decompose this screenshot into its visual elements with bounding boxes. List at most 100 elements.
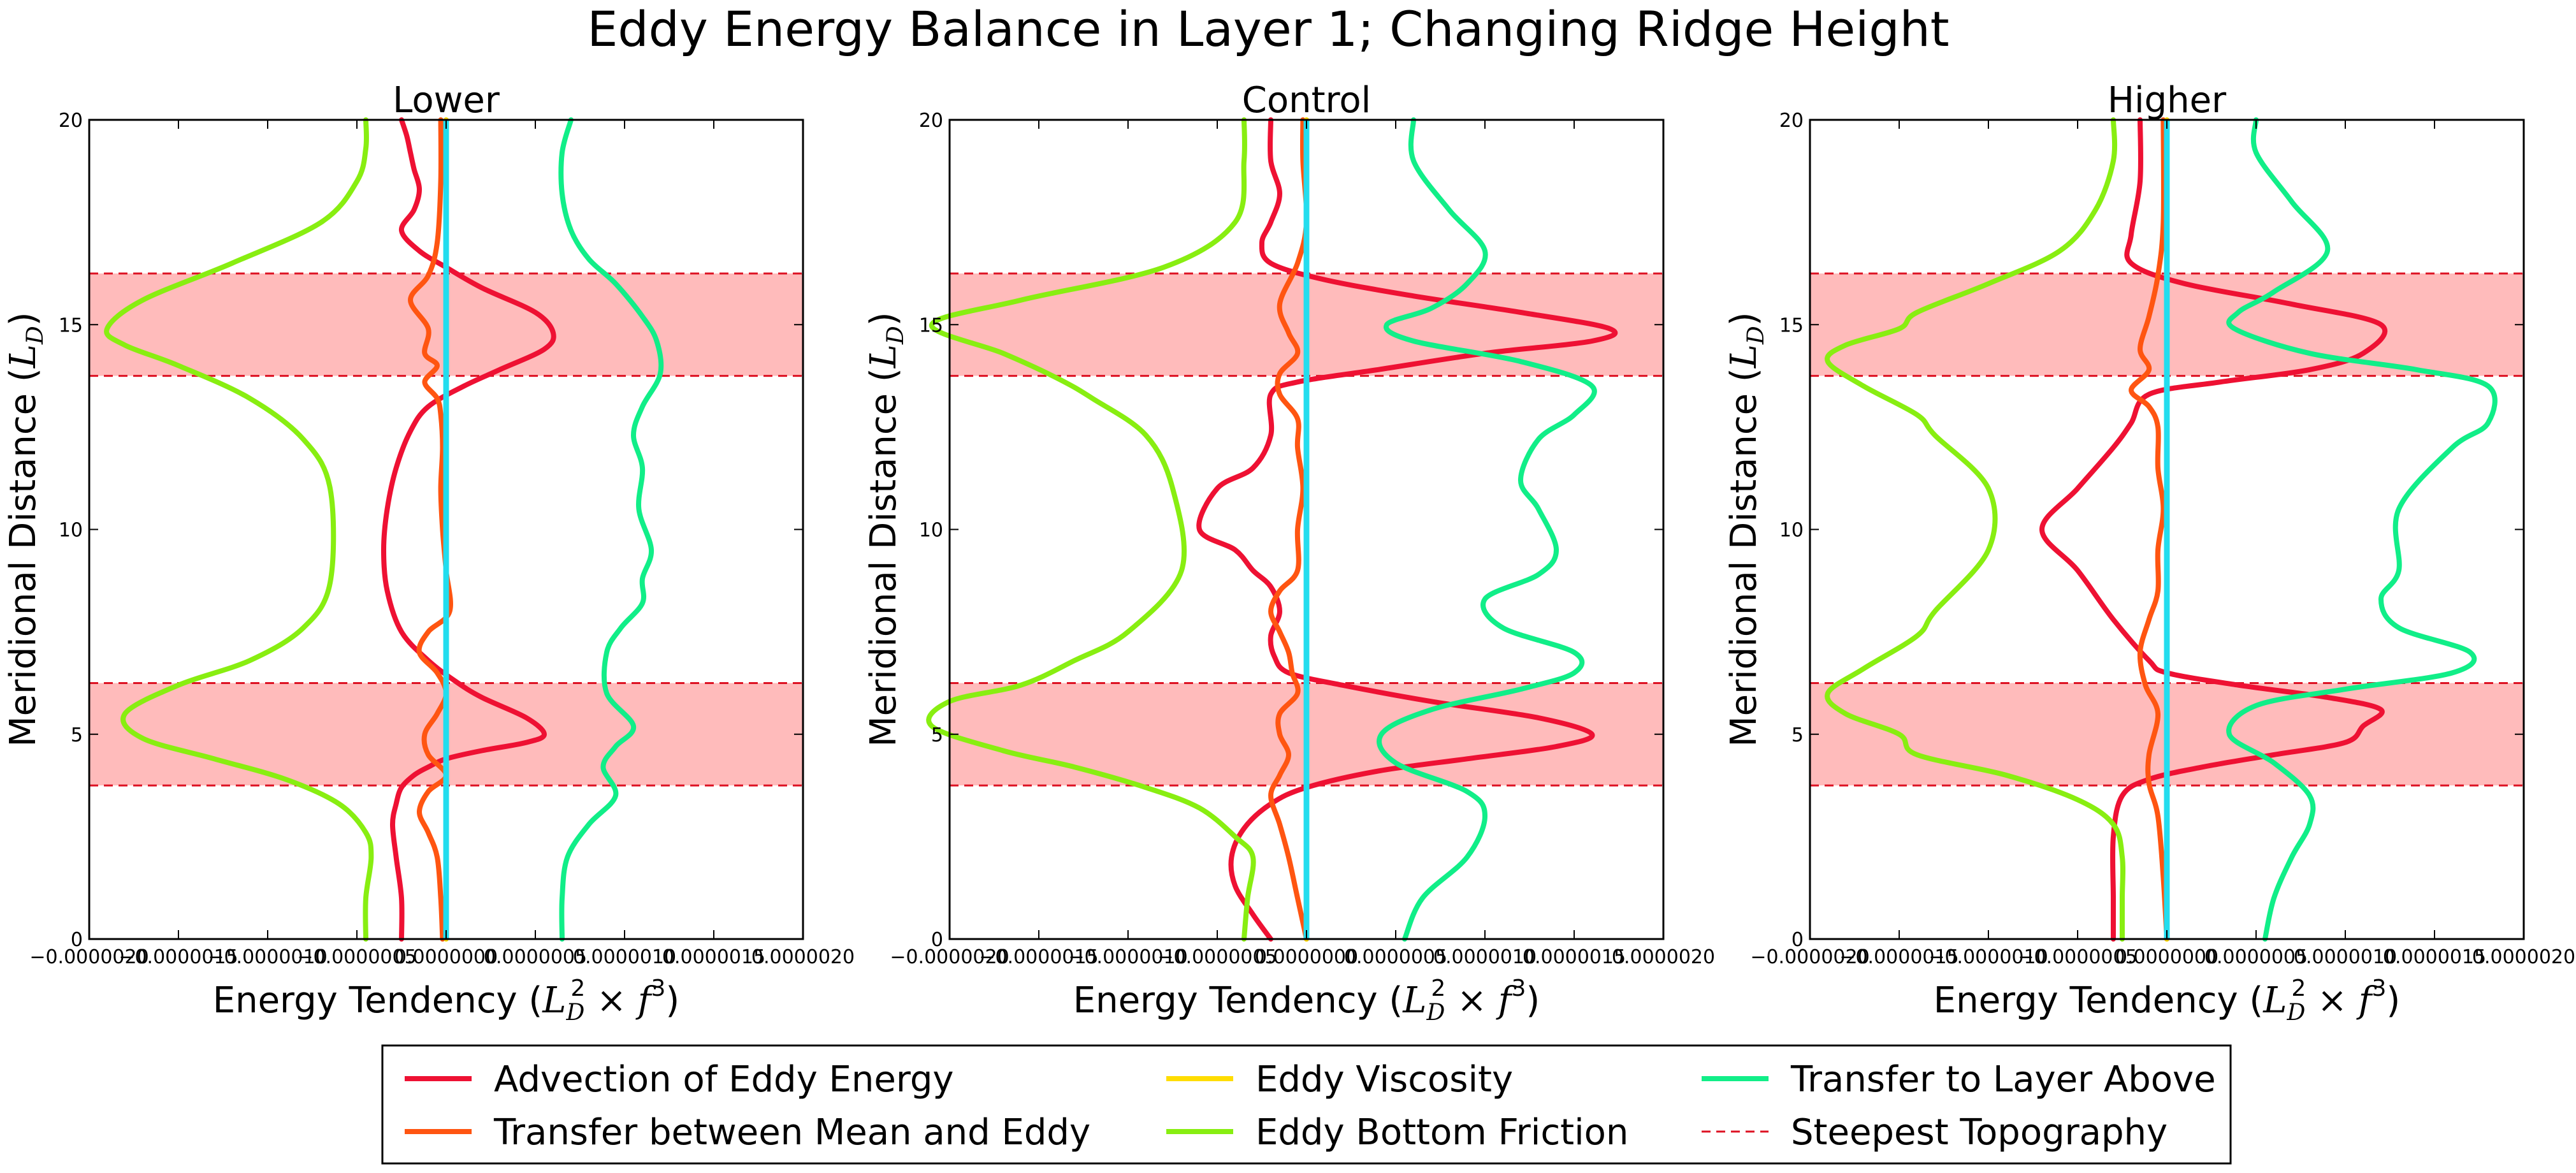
x-tick-label: 0.0000015	[1523, 946, 1626, 968]
y-tick-label: 15	[59, 314, 83, 337]
y-axis-label-subscript: D	[883, 326, 909, 345]
x-tick-label: 0.0000020	[751, 946, 855, 968]
legend-entry-transfer-to-layer-above: Transfer to Layer Above	[1702, 1059, 2216, 1100]
subplot-control: −0.0000020−0.0000015−0.0000010−0.0000005…	[863, 80, 1715, 1026]
y-axis-label: Meridional Distance (LD)	[1723, 312, 1769, 747]
y-axis-label-symbol: L	[3, 344, 44, 368]
x-axis-label-text: )	[2386, 980, 2400, 1021]
y-tick-label: 20	[1779, 110, 1804, 132]
legend-label: Steepest Topography	[1791, 1112, 2167, 1153]
y-tick-label: 10	[59, 520, 83, 542]
x-axis-label-subscript: D	[1426, 1000, 1445, 1026]
legend-label: Eddy Bottom Friction	[1255, 1112, 1628, 1153]
x-tick-label: −0.0000005	[2018, 946, 2137, 968]
y-axis-label-text: Meridional Distance (	[1723, 368, 1765, 747]
y-axis-label-symbol: L	[863, 344, 904, 368]
x-axis-label-symbol: L	[542, 980, 566, 1021]
y-axis-label-text: Meridional Distance (	[863, 368, 904, 747]
subplots: −0.0000020−0.0000015−0.0000010−0.0000005…	[3, 80, 2575, 1026]
x-tick-label: 0.0000010	[2294, 946, 2397, 968]
x-tick-label: −0.0000015	[119, 946, 238, 968]
legend-label: Eddy Viscosity	[1255, 1059, 1513, 1100]
y-tick-label: 15	[1779, 314, 1804, 337]
legend-entry-eddy-bottom-friction: Eddy Bottom Friction	[1166, 1112, 1628, 1153]
x-tick-label: 0.0000010	[573, 946, 676, 968]
series-advection-of-eddy-energy	[2039, 117, 2388, 942]
x-axis-label-subscript: D	[565, 1000, 584, 1026]
x-axis-label-text: )	[665, 980, 679, 1021]
x-axis-label-symbol: ×	[585, 980, 638, 1021]
y-axis-label-text: )	[863, 312, 904, 326]
x-axis-label-subscript: D	[2286, 1000, 2305, 1026]
y-tick-label: 20	[59, 110, 83, 132]
subplot-title: Lower	[393, 80, 500, 121]
x-axis-label-text: )	[1526, 980, 1540, 1021]
x-tick-label: −0.0000010	[1928, 946, 2048, 968]
x-tick-label: 0.0000000	[1255, 946, 1358, 968]
y-axis-label-subscript: D	[1743, 326, 1769, 345]
x-axis-label-superscript: 3	[2372, 975, 2387, 1002]
x-tick-label: 0.0000010	[1433, 946, 1537, 968]
figure-title: Eddy Energy Balance in Layer 1; Changing…	[587, 1, 1949, 57]
x-axis-label-text: Energy Tendency (	[1934, 980, 2264, 1021]
series-advection-of-eddy-energy	[381, 117, 556, 942]
legend-label: Advection of Eddy Energy	[494, 1059, 954, 1100]
x-tick-label: −0.0000020	[1750, 946, 1869, 968]
series-transfer-to-layer-above	[1377, 117, 1597, 942]
x-axis-label-superscript: 2	[570, 975, 585, 1002]
x-tick-label: −0.0000015	[1839, 946, 1958, 968]
series-eddy-bottom-friction	[1825, 117, 2126, 942]
x-tick-label: −0.0000010	[208, 946, 327, 968]
legend: Advection of Eddy Energy Transfer between…	[381, 1044, 2232, 1165]
x-tick-label: 0.0000020	[1612, 946, 1715, 968]
series-eddy-bottom-friction	[926, 117, 1256, 942]
y-tick-label: 0	[931, 929, 943, 951]
legend-entry-eddy-viscosity: Eddy Viscosity	[1166, 1059, 1513, 1100]
x-tick-label: −0.0000005	[297, 946, 416, 968]
x-axis-label-superscript: 3	[651, 975, 666, 1002]
y-tick-label: 20	[919, 110, 943, 132]
y-tick-label: 5	[931, 724, 943, 747]
x-tick-label: −0.0000015	[979, 946, 1098, 968]
x-axis-label-superscript: 2	[1431, 975, 1445, 1002]
x-axis-label-superscript: 3	[1512, 975, 1526, 1002]
series-transfer-between-mean-and-eddy	[2129, 117, 2169, 942]
x-axis-label-symbol: ×	[1445, 980, 1498, 1021]
x-axis-label: Energy Tendency (LD2 × f3)	[1073, 975, 1540, 1026]
x-tick-label: 0.0000005	[1344, 946, 1447, 968]
subplot-lower: −0.0000020−0.0000015−0.0000010−0.0000005…	[3, 80, 855, 1026]
x-tick-label: 0.0000005	[2204, 946, 2308, 968]
y-axis-label-text: )	[3, 312, 44, 326]
x-tick-label: 0.0000000	[394, 946, 498, 968]
x-tick-label: 0.0000020	[2472, 946, 2575, 968]
x-tick-label: −0.0000020	[29, 946, 148, 968]
y-tick-label: 10	[919, 520, 943, 542]
x-tick-label: −0.0000010	[1068, 946, 1187, 968]
subplot-title: Higher	[2108, 80, 2227, 121]
x-axis-label-symbol: L	[1402, 980, 1426, 1021]
y-tick-label: 0	[1791, 929, 1804, 951]
subplot-title: Control	[1242, 80, 1371, 121]
legend-label: Transfer to Layer Above	[1790, 1059, 2216, 1100]
legend-frame	[381, 1044, 2232, 1165]
x-axis-label-symbol: L	[2262, 980, 2287, 1021]
legend-entry-steepest-topography: Steepest Topography	[1702, 1112, 2167, 1153]
series-transfer-to-layer-above	[558, 117, 664, 942]
legend-label: Transfer between Mean and Eddy	[493, 1112, 1090, 1153]
x-tick-label: 0.0000005	[484, 946, 587, 968]
series-transfer-to-layer-above	[2226, 117, 2498, 942]
y-tick-label: 5	[1791, 724, 1804, 747]
x-tick-label: 0.0000015	[662, 946, 765, 968]
y-axis-label: Meridional Distance (LD)	[3, 312, 48, 747]
x-tick-label: 0.0000000	[2115, 946, 2218, 968]
subplot-higher: −0.0000020−0.0000015−0.0000010−0.0000005…	[1723, 80, 2575, 1026]
y-tick-label: 15	[919, 314, 943, 337]
series-transfer-between-mean-and-eddy	[1268, 117, 1310, 942]
y-axis-label: Meridional Distance (LD)	[863, 312, 909, 747]
y-tick-label: 0	[71, 929, 83, 951]
series-advection-of-eddy-energy	[1196, 117, 1618, 942]
series-eddy-bottom-friction	[104, 117, 374, 942]
x-tick-label: −0.0000020	[890, 946, 1009, 968]
legend-entry-advection-of-eddy-energy: Advection of Eddy Energy	[405, 1059, 954, 1100]
